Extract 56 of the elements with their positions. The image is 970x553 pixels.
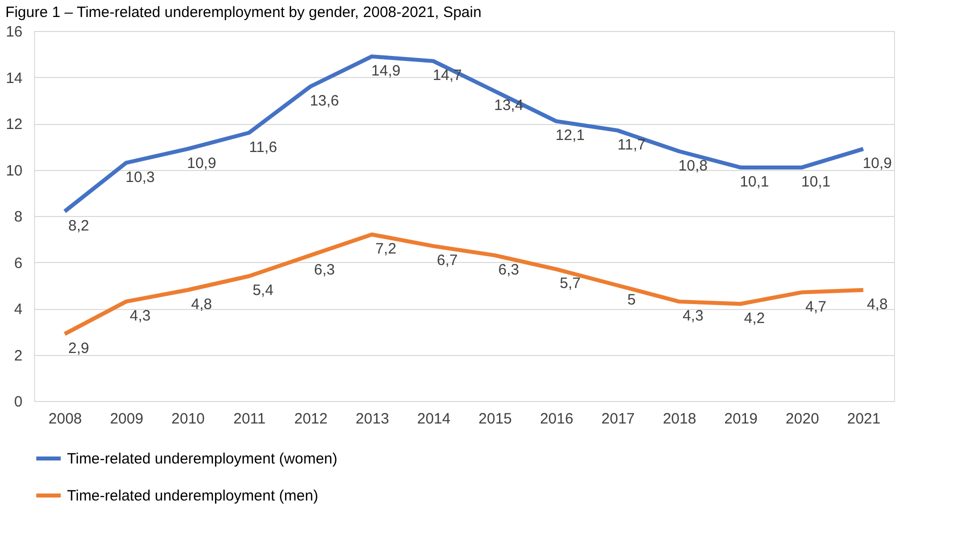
y-tick-label: 8 [14,208,22,226]
data-label: 13,6 [310,92,340,110]
data-label: 10,1 [801,173,830,190]
y-tick-label: 2 [14,347,22,364]
data-label: 6,3 [314,261,335,278]
data-label: 6,7 [436,252,458,270]
data-label: 5,7 [560,275,581,292]
data-label: 10,9 [862,154,892,172]
line-series [62,232,866,336]
data-label: 8,2 [68,217,90,234]
data-label: 5,4 [252,282,274,300]
x-tick-label: 2014 [417,410,450,428]
x-tick-label: 2018 [662,410,696,428]
y-tick-label: 0 [14,394,22,410]
y-tick-label: 6 [14,254,22,272]
data-label: 4,3 [130,308,151,325]
data-label: 10,1 [740,173,770,190]
x-tick-label: 2009 [110,410,144,428]
x-tick-label: 2019 [724,410,758,428]
x-tick-label: 2012 [294,410,328,428]
data-label: 5 [627,291,636,308]
data-label: 13,4 [494,97,524,114]
data-label: 4,8 [191,296,212,313]
y-tick-label: 14 [6,70,22,87]
line-series [62,54,866,214]
data-label: 4,2 [744,310,765,327]
y-tick-label: 12 [6,116,22,133]
data-label: 14,7 [432,67,462,84]
data-label: 4,3 [682,308,704,325]
data-label: 14,9 [371,62,400,80]
x-tick-label: 2011 [233,410,266,428]
x-tick-label: 2013 [356,410,390,428]
x-tick-label: 2016 [540,410,574,428]
x-tick-label: 2017 [601,410,635,428]
data-label: 4,7 [805,298,826,316]
data-label: 6,3 [498,261,520,278]
data-label: 4,8 [866,296,888,313]
y-tick-label: 4 [14,301,22,318]
x-tick-label: 2010 [171,410,205,428]
legend-label: Time-related underemployment (women) [67,450,338,468]
legend-label: Time-related underemployment (men) [67,488,318,504]
y-tick-label: 16 [6,24,22,40]
data-label: 11,7 [618,136,646,154]
x-tick-label: 2015 [478,410,512,428]
data-label: 10,9 [186,154,216,172]
data-label: 11,6 [248,138,278,156]
chart-title: Figure 1 – Time-related underemployment by gender, 2008-2021, Spain [5,4,482,21]
data-label: 10,3 [126,168,155,186]
data-label: 10,8 [678,157,708,174]
data-label: 7,2 [375,240,396,258]
y-tick-label: 10 [6,162,22,180]
x-tick-label: 2021 [847,410,880,428]
data-label: 2,9 [68,340,90,357]
data-label: 12,1 [556,127,585,144]
x-tick-label: 2020 [786,410,820,428]
x-tick-label: 2008 [48,410,82,428]
